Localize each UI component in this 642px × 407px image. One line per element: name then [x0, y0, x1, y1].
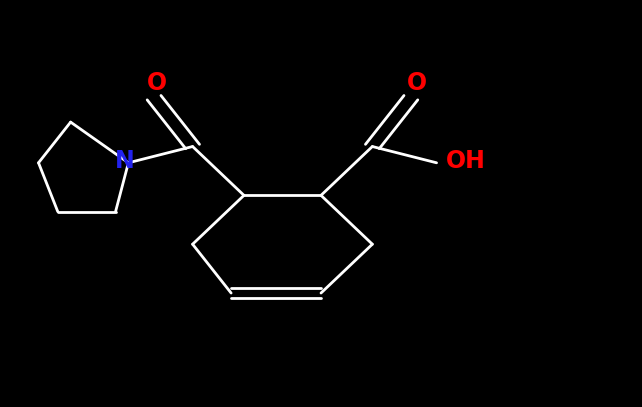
Text: O: O	[147, 72, 168, 95]
Text: OH: OH	[446, 149, 485, 173]
Text: O: O	[407, 72, 428, 95]
Text: N: N	[116, 149, 135, 173]
